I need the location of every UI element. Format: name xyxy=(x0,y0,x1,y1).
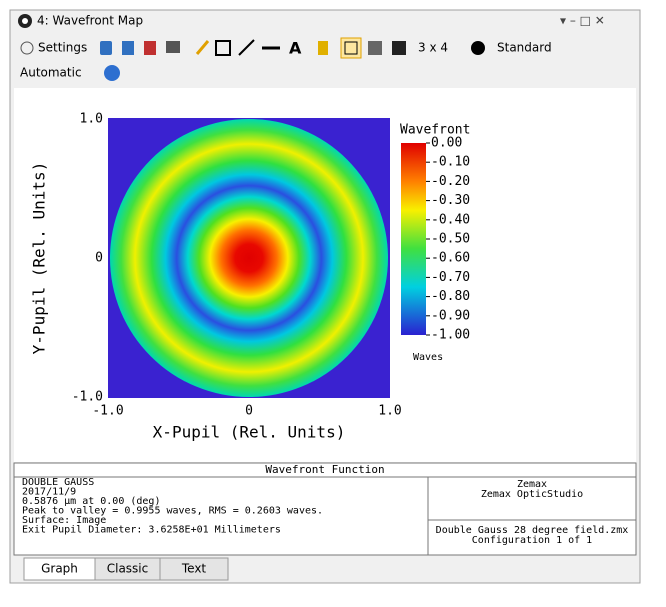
colorbar-tick-label: -0.60 xyxy=(431,251,470,266)
info-line: Zemax xyxy=(517,479,547,490)
tab-label[interactable]: Text xyxy=(181,562,207,576)
info-line: Exit Pupil Diameter: 3.6258E+01 Millimet… xyxy=(22,525,281,536)
y-axis-label: Y-Pupil (Rel. Units) xyxy=(30,162,49,355)
x-axis-label: X-Pupil (Rel. Units) xyxy=(153,423,346,442)
colorbar-title: Wavefront xyxy=(400,123,470,138)
colorbar-tick-label: -0.40 xyxy=(431,212,470,227)
info-line: 2017/11/9 xyxy=(22,487,76,498)
wavefront-map xyxy=(110,119,388,397)
info-title: Wavefront Function xyxy=(265,463,384,476)
app-icon-dot xyxy=(22,18,28,24)
svg-text:A: A xyxy=(289,39,302,58)
colorbar xyxy=(401,143,426,335)
tab[interactable] xyxy=(159,557,229,581)
y-tick-label: -1.0 xyxy=(72,390,103,405)
info-line: Surface: Image xyxy=(22,515,106,526)
x-tick-label: -1.0 xyxy=(92,404,123,419)
colorbar-tick-label: -0.90 xyxy=(431,308,470,323)
x-tick-label: 1.0 xyxy=(378,404,401,419)
y-tick-label: 1.0 xyxy=(80,112,103,127)
colorbar-tick-label: -0.30 xyxy=(431,193,470,208)
window-controls[interactable]: ▾ – □ ✕ xyxy=(560,14,605,28)
colorbar-tick-label: -0.50 xyxy=(431,232,470,247)
tab-label[interactable]: Graph xyxy=(41,562,78,576)
colorbar-tick-label: -0.80 xyxy=(431,289,470,304)
mode-dropdown[interactable]: Automatic xyxy=(20,66,82,80)
style-dropdown[interactable]: Standard xyxy=(497,41,552,55)
info-line: Peak to valley = 0.9955 waves, RMS = 0.2… xyxy=(22,506,323,517)
layout-dropdown[interactable]: 3 x 4 xyxy=(418,41,448,55)
toolbar-icons[interactable]: A xyxy=(100,37,485,59)
window-title: 4: Wavefront Map xyxy=(37,14,143,28)
colorbar-unit: Waves xyxy=(413,352,443,363)
colorbar-ticks: 0.00 -0.10 -0.20 -0.30 -0.40 -0.50 -0.60 -0.70 -… xyxy=(426,136,470,343)
colorbar-tick-label: -0.20 xyxy=(431,174,470,189)
colorbar-tick-label: -0.10 xyxy=(431,155,470,170)
help-button[interactable] xyxy=(104,65,120,81)
colorbar-tick-label: -1.00 xyxy=(431,328,470,343)
info-line: Double Gauss 28 degree field.zmx xyxy=(436,525,629,536)
colorbar-tick-label: -0.70 xyxy=(431,270,470,285)
settings-button[interactable]: Settings xyxy=(38,41,87,55)
colorbar-tick-label: 0.00 xyxy=(431,136,462,151)
y-tick-label: 0 xyxy=(95,251,103,266)
settings-icon[interactable] xyxy=(20,41,34,55)
info-line: Zemax OpticStudio xyxy=(481,489,583,500)
info-line: DOUBLE GAUSS xyxy=(22,477,94,488)
axes: 1.0 0 -1.0 -1.0 0 1.0 X-Pupil (Rel. Unit… xyxy=(30,112,471,442)
tab-label[interactable]: Classic xyxy=(107,562,149,576)
x-tick-label: 0 xyxy=(245,404,253,419)
info-panel xyxy=(13,462,637,556)
tabs: Graph Classic Text xyxy=(23,557,229,581)
info-line: 0.5876 µm at 0.00 (deg) xyxy=(22,496,160,507)
info-line: Configuration 1 of 1 xyxy=(472,535,592,546)
